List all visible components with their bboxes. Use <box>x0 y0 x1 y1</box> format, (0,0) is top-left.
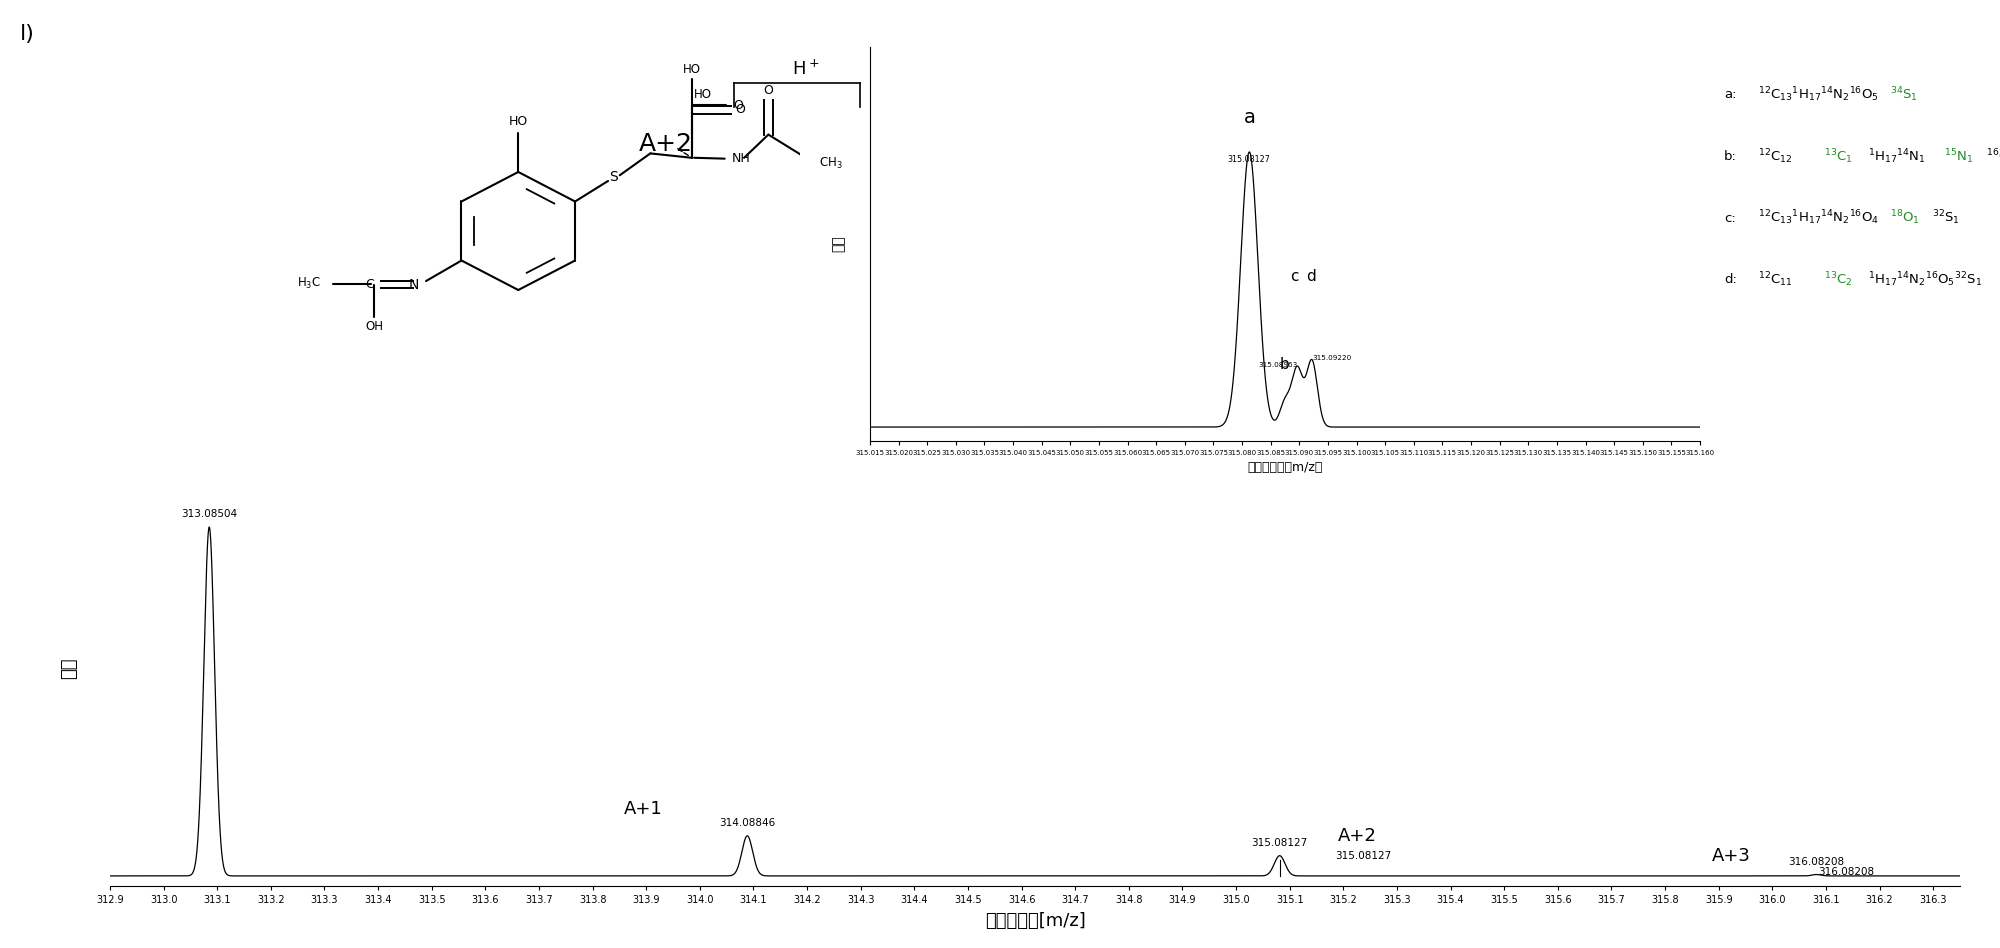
Text: NH: NH <box>732 152 750 165</box>
X-axis label: 实测质量数［m/z］: 实测质量数［m/z］ <box>1248 462 1322 474</box>
Text: $^{16}$O$_{5}$$^{32}$S$_{1}$: $^{16}$O$_{5}$$^{32}$S$_{1}$ <box>1986 147 2000 166</box>
Text: $^{15}$N$_{1}$: $^{15}$N$_{1}$ <box>1944 147 1974 166</box>
Text: c: c <box>1290 269 1298 284</box>
Text: a: a <box>1244 108 1256 127</box>
Text: $^{32}$S$_{1}$: $^{32}$S$_{1}$ <box>1932 209 1960 228</box>
Text: 315.08127: 315.08127 <box>1228 155 1270 164</box>
Text: A+2: A+2 <box>1338 828 1376 846</box>
Text: C: C <box>366 278 374 291</box>
Text: A+3: A+3 <box>1712 847 1750 865</box>
Text: O: O <box>764 84 774 98</box>
Text: 强度: 强度 <box>832 236 846 252</box>
Text: 315.08127: 315.08127 <box>1252 838 1308 848</box>
Text: OH: OH <box>366 320 384 334</box>
Text: b: b <box>1280 357 1290 372</box>
Text: 314.08846: 314.08846 <box>720 818 776 829</box>
Text: HO: HO <box>694 88 712 100</box>
Text: S: S <box>610 171 618 185</box>
Text: a:: a: <box>1724 88 1736 101</box>
Text: 316.08208: 316.08208 <box>1818 867 1874 877</box>
Text: $^{18}$O$_{1}$: $^{18}$O$_{1}$ <box>1890 209 1920 228</box>
Text: $^{12}$C$_{12}$: $^{12}$C$_{12}$ <box>1758 147 1792 166</box>
Text: $^{1}$H$_{17}$$^{14}$N$_{1}$: $^{1}$H$_{17}$$^{14}$N$_{1}$ <box>1868 147 1926 166</box>
Text: H$_3$C: H$_3$C <box>296 276 320 291</box>
Text: 315.08127: 315.08127 <box>1336 851 1392 862</box>
Text: d:: d: <box>1724 273 1736 286</box>
Text: H$^+$: H$^+$ <box>792 60 820 79</box>
Text: HO: HO <box>682 63 700 76</box>
Text: 强度: 强度 <box>60 658 78 679</box>
X-axis label: 实测质量数[m/z]: 实测质量数[m/z] <box>984 912 1086 930</box>
Text: 315.09220: 315.09220 <box>1312 356 1352 361</box>
Text: $^{12}$C$_{13}$$^{1}$H$_{17}$$^{14}$N$_{2}$$^{16}$O$_{4}$: $^{12}$C$_{13}$$^{1}$H$_{17}$$^{14}$N$_{… <box>1758 209 1880 228</box>
Text: c:: c: <box>1724 211 1736 225</box>
Text: A+2: A+2 <box>640 132 694 156</box>
Text: $^{13}$C$_{1}$: $^{13}$C$_{1}$ <box>1824 147 1852 166</box>
Text: d: d <box>1306 269 1316 284</box>
Text: HO: HO <box>508 116 528 128</box>
Text: O: O <box>736 103 746 117</box>
Text: CH$_3$: CH$_3$ <box>820 155 844 171</box>
Text: N: N <box>408 279 420 292</box>
Text: $^{12}$C$_{13}$$^{1}$H$_{17}$$^{14}$N$_{2}$$^{16}$O$_{5}$: $^{12}$C$_{13}$$^{1}$H$_{17}$$^{14}$N$_{… <box>1758 85 1878 104</box>
Text: 316.08208: 316.08208 <box>1788 857 1844 866</box>
Text: $^{1}$H$_{17}$$^{14}$N$_{2}$$^{16}$O$_{5}$$^{32}$S$_{1}$: $^{1}$H$_{17}$$^{14}$N$_{2}$$^{16}$O$_{5… <box>1868 270 1982 289</box>
Text: 313.08504: 313.08504 <box>182 509 238 520</box>
Text: A+1: A+1 <box>624 800 662 818</box>
Text: 315.08963: 315.08963 <box>1258 362 1298 368</box>
Text: O: O <box>732 99 742 112</box>
Text: $^{34}$S$_{1}$: $^{34}$S$_{1}$ <box>1890 85 1918 104</box>
Text: b:: b: <box>1724 150 1736 163</box>
Text: l): l) <box>20 24 34 44</box>
Text: $^{12}$C$_{11}$: $^{12}$C$_{11}$ <box>1758 270 1792 289</box>
Text: $^{13}$C$_{2}$: $^{13}$C$_{2}$ <box>1824 270 1852 289</box>
